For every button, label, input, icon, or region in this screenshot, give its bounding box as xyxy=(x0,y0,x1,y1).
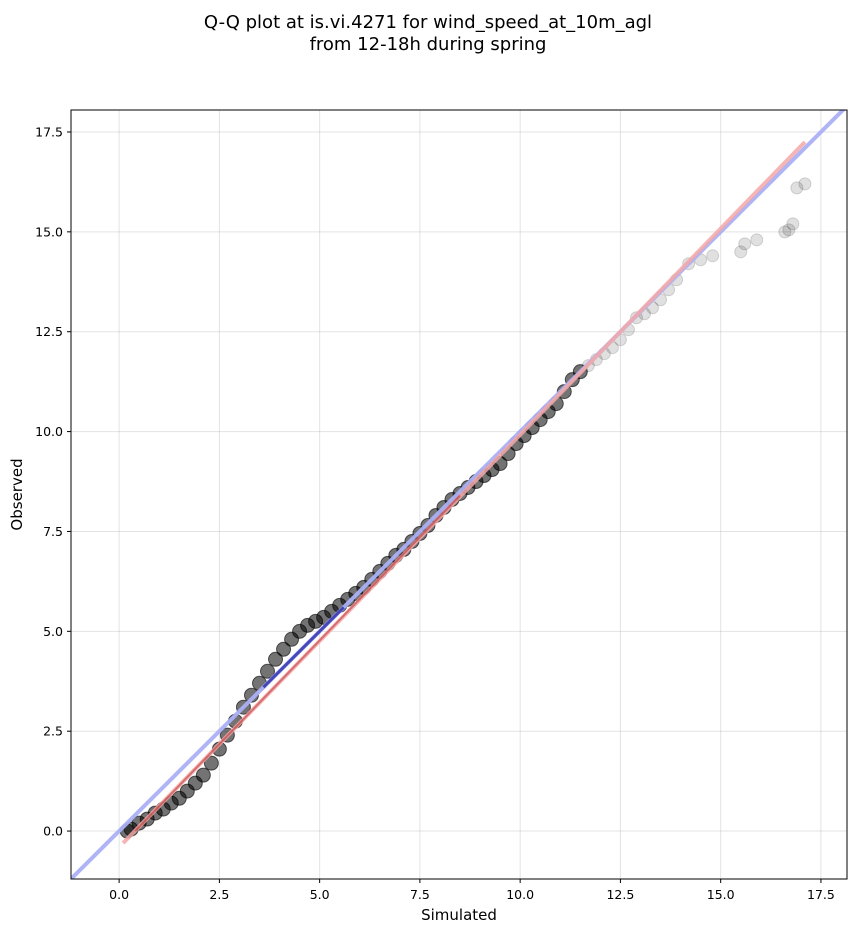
x-tick-label: 5.0 xyxy=(310,887,330,902)
fit-line-dense-segment xyxy=(134,494,461,832)
qq-point xyxy=(734,245,748,259)
qq-point xyxy=(790,181,804,195)
qq-point xyxy=(243,687,259,703)
x-tick-label: 15.0 xyxy=(707,887,735,902)
qq-point xyxy=(268,651,284,667)
qq-point xyxy=(738,237,752,251)
qq-point xyxy=(786,217,800,231)
y-tick-label: 12.5 xyxy=(35,324,63,339)
chart-title-line-1: Q-Q plot at is.vi.4271 for wind_speed_at… xyxy=(203,12,653,33)
qq-point xyxy=(195,767,211,783)
y-tick-label: 2.5 xyxy=(43,724,63,739)
x-tick-label: 17.5 xyxy=(807,887,835,902)
qq-point xyxy=(782,223,796,237)
qq-point xyxy=(798,177,812,191)
y-tick-label: 17.5 xyxy=(35,124,63,139)
y-tick-label: 15.0 xyxy=(35,224,63,239)
y-tick-label: 7.5 xyxy=(43,524,63,539)
qq-point xyxy=(778,225,792,239)
identity-line-dense-segment xyxy=(262,606,345,689)
chart-title: Q-Q plot at is.vi.4271 for wind_speed_at… xyxy=(0,12,856,56)
identity-line xyxy=(71,110,846,879)
ticks-layer: 0.0 2.5 5.0 7.5 10.0 12.5 15.0 17.5 0.0 2.5 5.0 7.5… xyxy=(35,124,835,902)
y-tick-label: 0.0 xyxy=(43,824,63,839)
plot-frame xyxy=(70,109,848,880)
x-tick-label: 7.5 xyxy=(410,887,430,902)
lines-layer xyxy=(71,110,846,879)
qq-point xyxy=(706,249,720,263)
qq-point xyxy=(203,755,219,771)
x-axis-label: Simulated xyxy=(421,906,497,924)
fit-line xyxy=(121,140,807,845)
x-tick-label: 0.0 xyxy=(109,887,129,902)
chart-title-line-2: from 12-18h during spring xyxy=(309,34,547,55)
grid-layer xyxy=(71,110,847,879)
qq-point xyxy=(260,663,276,679)
y-tick-label: 5.0 xyxy=(43,624,63,639)
x-tick-label: 12.5 xyxy=(606,887,634,902)
qq-point xyxy=(750,233,764,247)
qq-point xyxy=(276,641,292,657)
x-tick-label: 2.5 xyxy=(209,887,229,902)
x-tick-label: 10.0 xyxy=(506,887,534,902)
y-axis-label: Observed xyxy=(8,458,26,530)
y-tick-label: 10.0 xyxy=(35,424,63,439)
